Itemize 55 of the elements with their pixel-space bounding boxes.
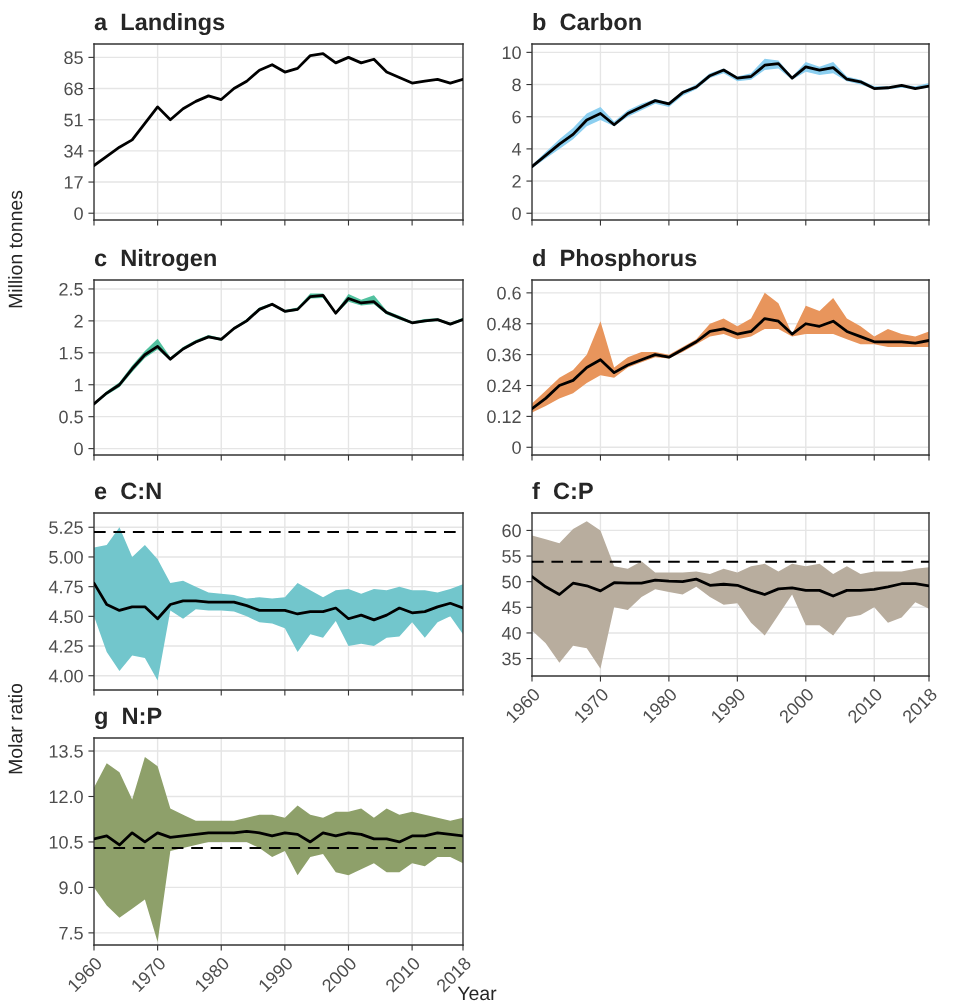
- y-tick-label: 4.00: [48, 669, 83, 683]
- y-tick-label: 7.5: [59, 927, 83, 940]
- y-tick-label: 0.24: [487, 379, 522, 393]
- chart-title: a Landings: [94, 13, 225, 36]
- y-tick-label: 4: [511, 143, 522, 156]
- line-series: [532, 317, 929, 411]
- y-tick-label: 0: [74, 442, 83, 456]
- y-tick-label: 13.5: [49, 744, 83, 758]
- y-tick-label: 10.5: [49, 835, 83, 849]
- y-tick-label: 1: [74, 378, 83, 392]
- y-tick-label: 0: [74, 207, 83, 220]
- y-tick-label: 0: [512, 207, 521, 220]
- y-tick-label: 34: [64, 144, 84, 158]
- y-tick-label: 0.5: [59, 410, 83, 424]
- line-series: [532, 575, 929, 598]
- y-tick-label: 40: [501, 626, 521, 640]
- y-tick-label: 2: [512, 175, 521, 188]
- y-tick-label: 0.6: [497, 286, 521, 300]
- line-series: [94, 829, 463, 847]
- y-axis-title: Million tonnes: [8, 190, 23, 308]
- y-tick-label: 5.00: [49, 550, 83, 564]
- y-tick-label: 45: [501, 601, 521, 615]
- y-tick-label: 5.25: [49, 521, 83, 534]
- y-tick-label: 17: [64, 176, 83, 189]
- y-tick-label: 4.50: [48, 610, 83, 624]
- y-tick-label: 35: [502, 652, 521, 666]
- y-tick-label: 2.5: [59, 282, 83, 296]
- chart-title: d Phosphorus: [532, 249, 697, 272]
- y-tick-label: 8: [512, 78, 521, 92]
- y-tick-label: 50: [502, 575, 521, 589]
- y-tick-label: 0: [512, 441, 521, 454]
- chart-title: f C:P: [532, 482, 593, 500]
- y-axis-title: Molar ratio: [8, 683, 23, 774]
- y-tick-label: 1.5: [59, 346, 83, 360]
- y-tick-label: 60: [502, 524, 521, 538]
- y-tick-label: 85: [64, 51, 83, 65]
- chart-title: b Carbon: [533, 13, 641, 31]
- y-tick-label: 4.25: [48, 639, 83, 653]
- chart-title: c Nitrogen: [94, 249, 216, 272]
- y-tick-label: 0.12: [487, 410, 521, 424]
- y-tick-label: 0.48: [487, 317, 521, 331]
- y-tick-label: 55: [502, 550, 521, 563]
- chart-title: e C:N: [94, 482, 161, 500]
- line-series: [94, 581, 463, 622]
- y-tick-label: 0.36: [487, 348, 521, 362]
- chart-title: g N:P: [94, 707, 162, 730]
- line-series: [94, 52, 463, 167]
- y-tick-label: 4.75: [48, 580, 83, 594]
- y-tick-label: 12.0: [49, 790, 83, 804]
- y-tick-label: 6: [512, 110, 521, 124]
- y-tick-label: 68: [64, 82, 83, 96]
- y-tick-label: 10: [502, 46, 521, 60]
- y-tick-label: 51: [64, 113, 83, 127]
- y-tick-label: 9.0: [59, 881, 83, 895]
- y-tick-label: 2: [74, 314, 83, 328]
